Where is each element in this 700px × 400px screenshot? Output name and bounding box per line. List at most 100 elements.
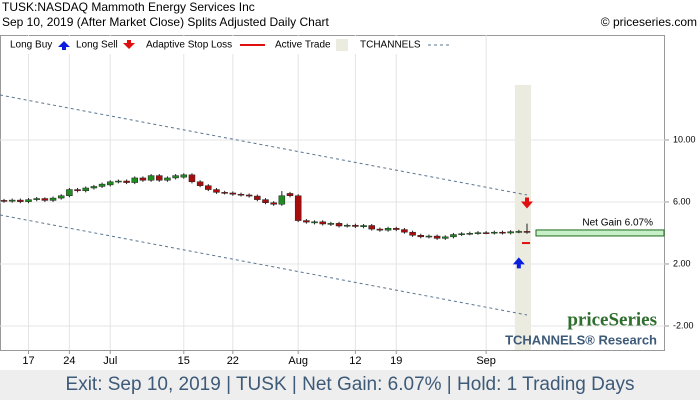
- legend: Long Buy Long Sell Adaptive Stop Loss Activ…: [1, 36, 456, 54]
- candle-body: [327, 223, 335, 225]
- candle-body: [156, 175, 163, 181]
- buy-arrow: [512, 257, 525, 269]
- candle-body: [286, 193, 294, 197]
- candle-body: [343, 224, 351, 227]
- credit: © priceseries.com: [601, 15, 697, 29]
- candle-body: [311, 221, 318, 224]
- footer-band: [0, 370, 700, 400]
- candle-body: [254, 195, 261, 200]
- candle-body: [41, 198, 49, 201]
- candle-body: [237, 193, 245, 196]
- legend-label: Active Trade: [275, 40, 331, 51]
- candle-body: [466, 233, 474, 235]
- candle-body: [474, 232, 482, 234]
- candle-body: [368, 225, 375, 230]
- x-tick-label: 15: [178, 355, 190, 367]
- legend-buy: [58, 41, 70, 50]
- x-tick-label: 22: [227, 355, 239, 367]
- candle-body: [17, 199, 24, 202]
- candle-body: [360, 225, 367, 228]
- candle-body: [164, 177, 171, 181]
- x-tick-label: Sep: [476, 355, 496, 367]
- candle-body: [8, 199, 16, 202]
- candle-body: [123, 180, 130, 183]
- candle-body: [66, 189, 73, 197]
- candle-body: [90, 186, 98, 189]
- candle-body: [458, 233, 465, 235]
- candle-body: [139, 177, 147, 181]
- candle-body: [33, 198, 40, 200]
- candle-body: [319, 221, 326, 225]
- legend-label: Adaptive Stop Loss: [146, 40, 232, 51]
- candle-body: [180, 174, 188, 178]
- x-tick-label: Aug: [288, 355, 308, 367]
- x-tick-label: 17: [22, 355, 34, 367]
- candle-body: [442, 236, 449, 239]
- candle-body: [450, 234, 457, 238]
- candle-body: [278, 195, 286, 205]
- candle-body: [172, 175, 179, 179]
- candle-body: [188, 174, 196, 183]
- x-tick-label: 19: [390, 355, 402, 367]
- x-tick-label: Jul: [103, 355, 117, 367]
- candle-body: [131, 177, 138, 183]
- candle-body: [409, 231, 416, 236]
- candle-body: [425, 235, 433, 238]
- candle-body: [335, 223, 343, 227]
- candle-body: [352, 224, 359, 227]
- candle-body: [482, 232, 490, 234]
- candle-body: [115, 180, 122, 183]
- chart-title: TUSK:NASDAQ Mammoth Energy Services Inc: [2, 0, 255, 14]
- candle-body: [499, 231, 506, 234]
- candle-body: [245, 194, 253, 197]
- net-gain-label: Net Gain 6.07%: [582, 218, 653, 229]
- watermark-sub: TCHANNELS® Research: [505, 332, 657, 347]
- sell-arrow: [521, 197, 533, 209]
- candle-body: [213, 189, 220, 193]
- legend-label: TCHANNELS: [360, 40, 421, 51]
- candle-body: [106, 181, 114, 186]
- y-tick-label: 10.00: [673, 134, 696, 144]
- footer: Exit: Sep 10, 2019 | TUSK | Net Gain: 6.…: [66, 374, 635, 395]
- watermark: priceSeries: [567, 309, 657, 330]
- candle-body: [507, 231, 514, 234]
- net-gain-band: [535, 229, 665, 237]
- candle-body: [523, 231, 531, 233]
- candle-body: [262, 199, 269, 203]
- candle-body: [376, 228, 384, 231]
- candle-body: [417, 235, 425, 238]
- candle-body: [303, 220, 310, 223]
- candle-body: [384, 228, 392, 231]
- legend-active: [336, 39, 348, 51]
- y-tick-label: 2.00: [673, 258, 691, 268]
- candle-body: [147, 175, 155, 181]
- plot-area: [0, 35, 665, 351]
- y-tick-label: 6.00: [673, 196, 691, 206]
- candle-body: [82, 187, 89, 192]
- candle-body: [98, 183, 106, 187]
- candle-body: [401, 229, 408, 233]
- y-tick-label: -2.00: [673, 320, 694, 330]
- candle-body: [229, 192, 237, 195]
- candle-body: [393, 228, 400, 230]
- candle-body: [74, 189, 81, 192]
- candle-body: [270, 202, 277, 205]
- candle-body: [196, 181, 204, 186]
- x-tick-label: 12: [349, 355, 361, 367]
- legend-label: Long Sell: [76, 40, 118, 51]
- candle-body: [433, 235, 441, 239]
- candle-body: [515, 231, 523, 233]
- candle-body: [49, 197, 57, 201]
- candle-body: [57, 195, 65, 199]
- candle-body: [0, 200, 8, 202]
- candle-body: [491, 231, 498, 234]
- candle-body: [205, 185, 212, 190]
- active-trade: [514, 85, 531, 350]
- x-tick-label: 24: [63, 355, 75, 367]
- candle-body: [25, 199, 32, 202]
- chart-subtitle: Sep 10, 2019 (After Market Close) Splits…: [2, 15, 329, 29]
- legend-label: Long Buy: [10, 40, 52, 51]
- legend-sell: [123, 40, 135, 49]
- candle-body: [221, 192, 228, 194]
